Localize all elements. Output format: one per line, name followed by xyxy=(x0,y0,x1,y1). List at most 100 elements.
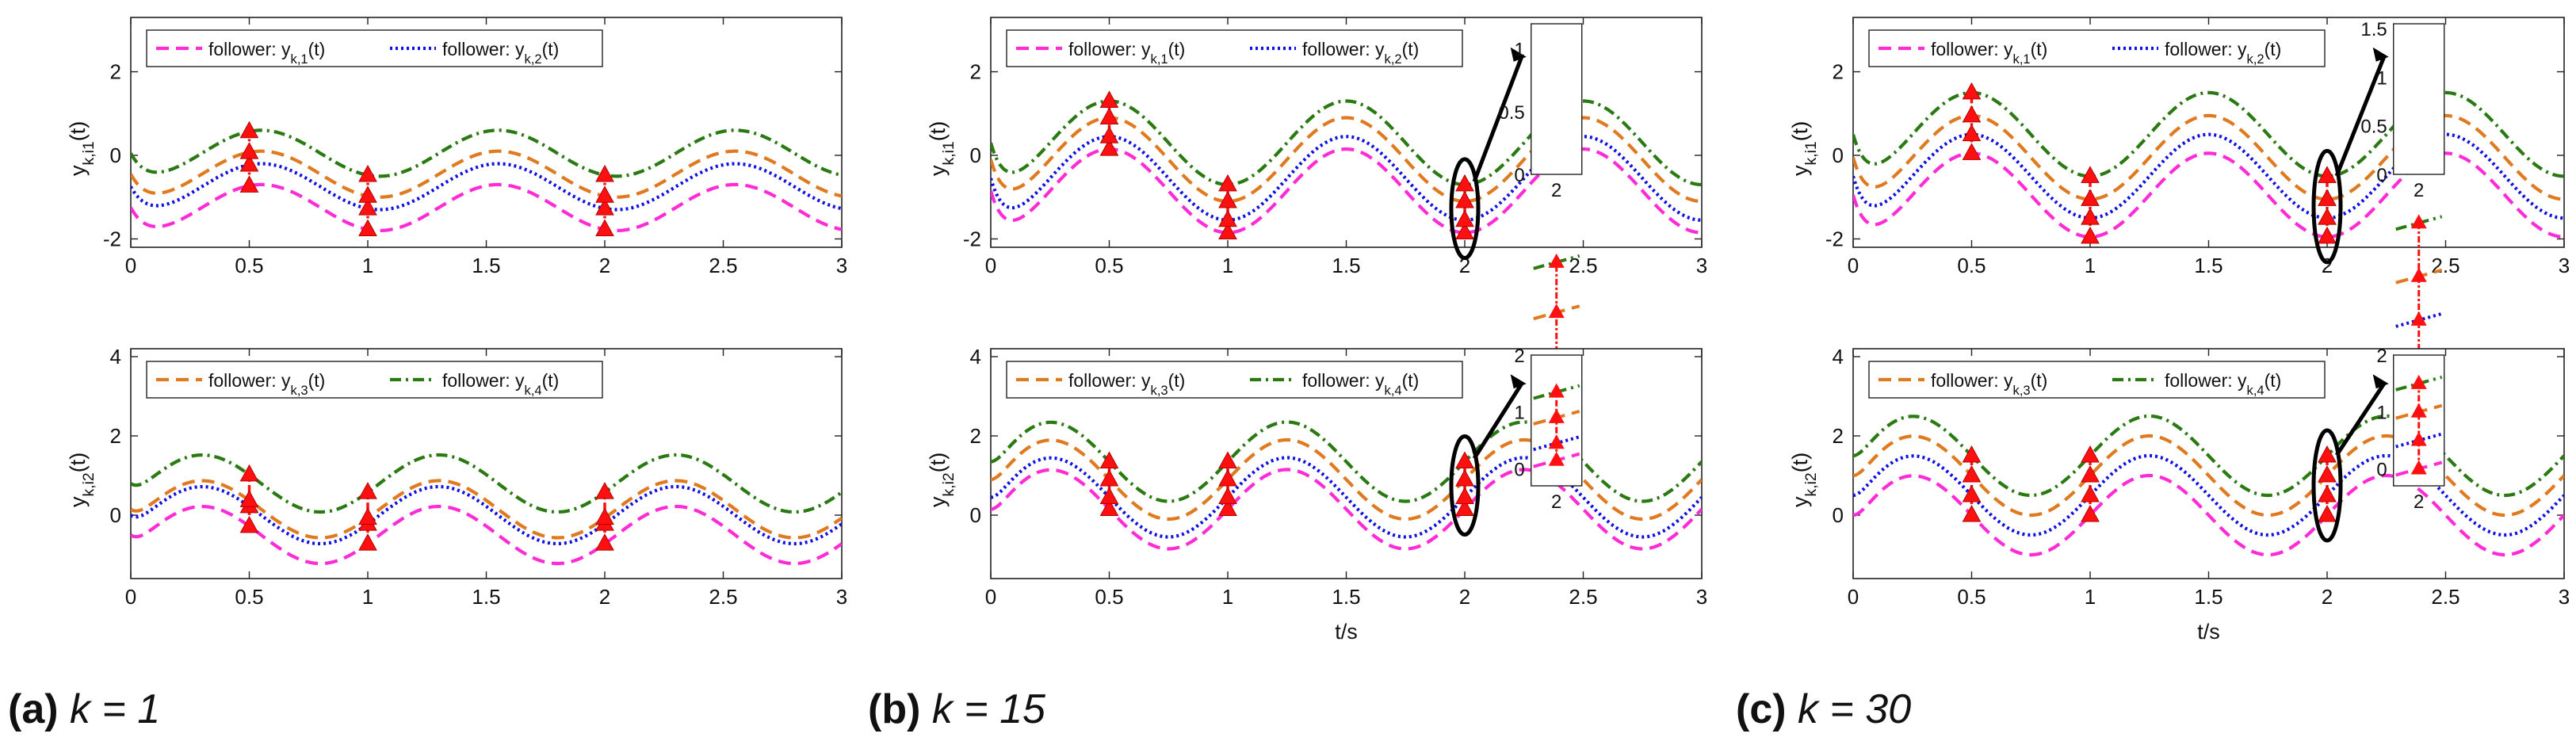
marker-triangle xyxy=(1099,451,1119,468)
marker-triangle xyxy=(1455,451,1474,468)
y-tick-label: 2 xyxy=(1833,424,1844,448)
zoom-x-tick-label: 2 xyxy=(1551,180,1561,201)
zoom-ellipse xyxy=(2311,148,2343,265)
marker-triangle xyxy=(358,533,377,551)
marker-triangle xyxy=(2081,166,2100,183)
marker-triangle xyxy=(595,198,614,216)
marker-triangle xyxy=(1218,222,1237,240)
x-tick-label: 0 xyxy=(125,254,136,277)
marker-triangle xyxy=(1962,504,1982,522)
x-tick-label: 2 xyxy=(599,585,610,609)
zoom-arrow xyxy=(2334,382,2386,457)
x-axis-label: t/s xyxy=(2197,620,2220,644)
x-tick-label: 1 xyxy=(362,254,373,277)
zoom-x-tick-label: 2 xyxy=(2414,180,2424,201)
marker-triangle xyxy=(239,142,259,159)
x-tick-label: 0.5 xyxy=(235,254,263,277)
marker-triangle xyxy=(2318,484,2337,502)
caption-1: (a) k = 1 xyxy=(8,686,160,732)
series-group xyxy=(131,128,842,232)
x-tick-label: 0.5 xyxy=(235,585,263,609)
y-tick-label: -2 xyxy=(963,227,981,250)
x-tick-label: 0.5 xyxy=(1957,254,1986,277)
zoom-y-tick-label: 0 xyxy=(1514,165,1524,186)
zoom-y-tick-label: 1 xyxy=(1514,403,1524,424)
marker-triangle xyxy=(1455,190,1474,208)
x-tick-label: 2.5 xyxy=(2431,585,2459,609)
marker-triangle xyxy=(1218,487,1237,504)
zoom-marker xyxy=(2410,374,2427,389)
zoom-y-tick-label: 0.5 xyxy=(1498,102,1524,124)
marker-triangle xyxy=(1099,90,1119,108)
marker-triangle xyxy=(2081,464,2100,483)
x-tick-label: 0 xyxy=(1848,254,1859,277)
marker-triangle xyxy=(239,154,259,172)
y-tick-label: 0 xyxy=(1833,143,1844,167)
marker-triangle xyxy=(2081,445,2100,463)
marker-triangle xyxy=(2318,226,2337,244)
x-tick-label: 2 xyxy=(2322,585,2333,609)
x-tick-label: 0 xyxy=(125,585,136,609)
marker-triangle xyxy=(595,219,614,236)
x-tick-label: 3 xyxy=(2559,254,2570,277)
y-axis-label: yk,i2(t) xyxy=(1788,453,1820,507)
marker-triangle xyxy=(239,490,259,507)
x-tick-label: 1.5 xyxy=(472,585,500,609)
y-tick-label: -2 xyxy=(103,227,121,250)
marker-triangle xyxy=(595,507,614,525)
marker-triangle xyxy=(358,185,377,203)
marker-triangle xyxy=(2318,504,2337,522)
y-tick-label: 0 xyxy=(970,143,981,167)
marker-triangle xyxy=(2081,484,2100,502)
zoom-y-tick-label: 0 xyxy=(2376,459,2387,480)
panel-k1-bottom: 0 0.5 1 1.5 2 2.5 3 0 2 4 yk,i2(t) follower: yk,3(t… xyxy=(66,345,847,609)
y-tick-label: 2 xyxy=(110,424,121,448)
x-tick-label: 2.5 xyxy=(1569,585,1597,609)
legend-entry-2: follower: yk,4(t) xyxy=(442,370,559,398)
y-tick-label: -2 xyxy=(1825,227,1844,250)
marker-triangle xyxy=(358,482,377,499)
marker-triangle xyxy=(1218,174,1237,192)
zoom-inset-box xyxy=(1531,23,1583,175)
legend-entry-1: follower: yk,3(t) xyxy=(1931,370,2047,398)
marker-triangle xyxy=(595,185,614,203)
marker-triangle xyxy=(595,482,614,499)
zoom-ellipse xyxy=(1449,434,1481,537)
y-tick-label: 0 xyxy=(110,143,121,167)
x-tick-label: 0.5 xyxy=(1957,585,1986,609)
x-tick-label: 1.5 xyxy=(472,254,500,277)
x-tick-label: 3 xyxy=(836,585,847,609)
legend-entry-1: follower: yk,3(t) xyxy=(1068,370,1185,398)
x-tick-label: 0.5 xyxy=(1095,585,1123,609)
marker-triangle xyxy=(1099,107,1119,125)
series-line-2 xyxy=(131,484,842,546)
x-tick-label: 2.5 xyxy=(2431,254,2459,277)
legend-entry-1: follower: yk,1(t) xyxy=(1068,39,1185,67)
x-tick-label: 2 xyxy=(599,254,610,277)
marker-triangle xyxy=(1455,174,1474,192)
legend-entry-2: follower: yk,2(t) xyxy=(442,39,559,67)
zoom-x-tick-label: 2 xyxy=(1551,491,1561,513)
legend-box xyxy=(146,29,603,67)
zoom-y-tick-label: 2 xyxy=(1514,346,1524,367)
x-tick-label: 0 xyxy=(985,585,996,609)
marker-triangle xyxy=(239,120,259,139)
x-tick-label: 3 xyxy=(836,254,847,277)
y-axis-label: yk,i2(t) xyxy=(66,453,97,507)
legend-box xyxy=(146,361,603,399)
y-tick-label: 0 xyxy=(970,503,981,527)
marker-triangle xyxy=(358,219,377,236)
zoom-y-tick-label: 0 xyxy=(2376,165,2387,186)
zoom-arrow xyxy=(1472,55,1524,182)
marker-triangle xyxy=(2318,189,2337,206)
x-tick-label: 2 xyxy=(1459,254,1470,277)
marker-triangle xyxy=(1099,468,1119,487)
marker-triangle xyxy=(1218,451,1237,468)
y-tick-label: 4 xyxy=(110,345,121,369)
caption-3: (c) k = 30 xyxy=(1736,686,1911,732)
zoom-y-tick-label: 0 xyxy=(1514,459,1524,480)
zoom-marker xyxy=(2410,267,2427,282)
